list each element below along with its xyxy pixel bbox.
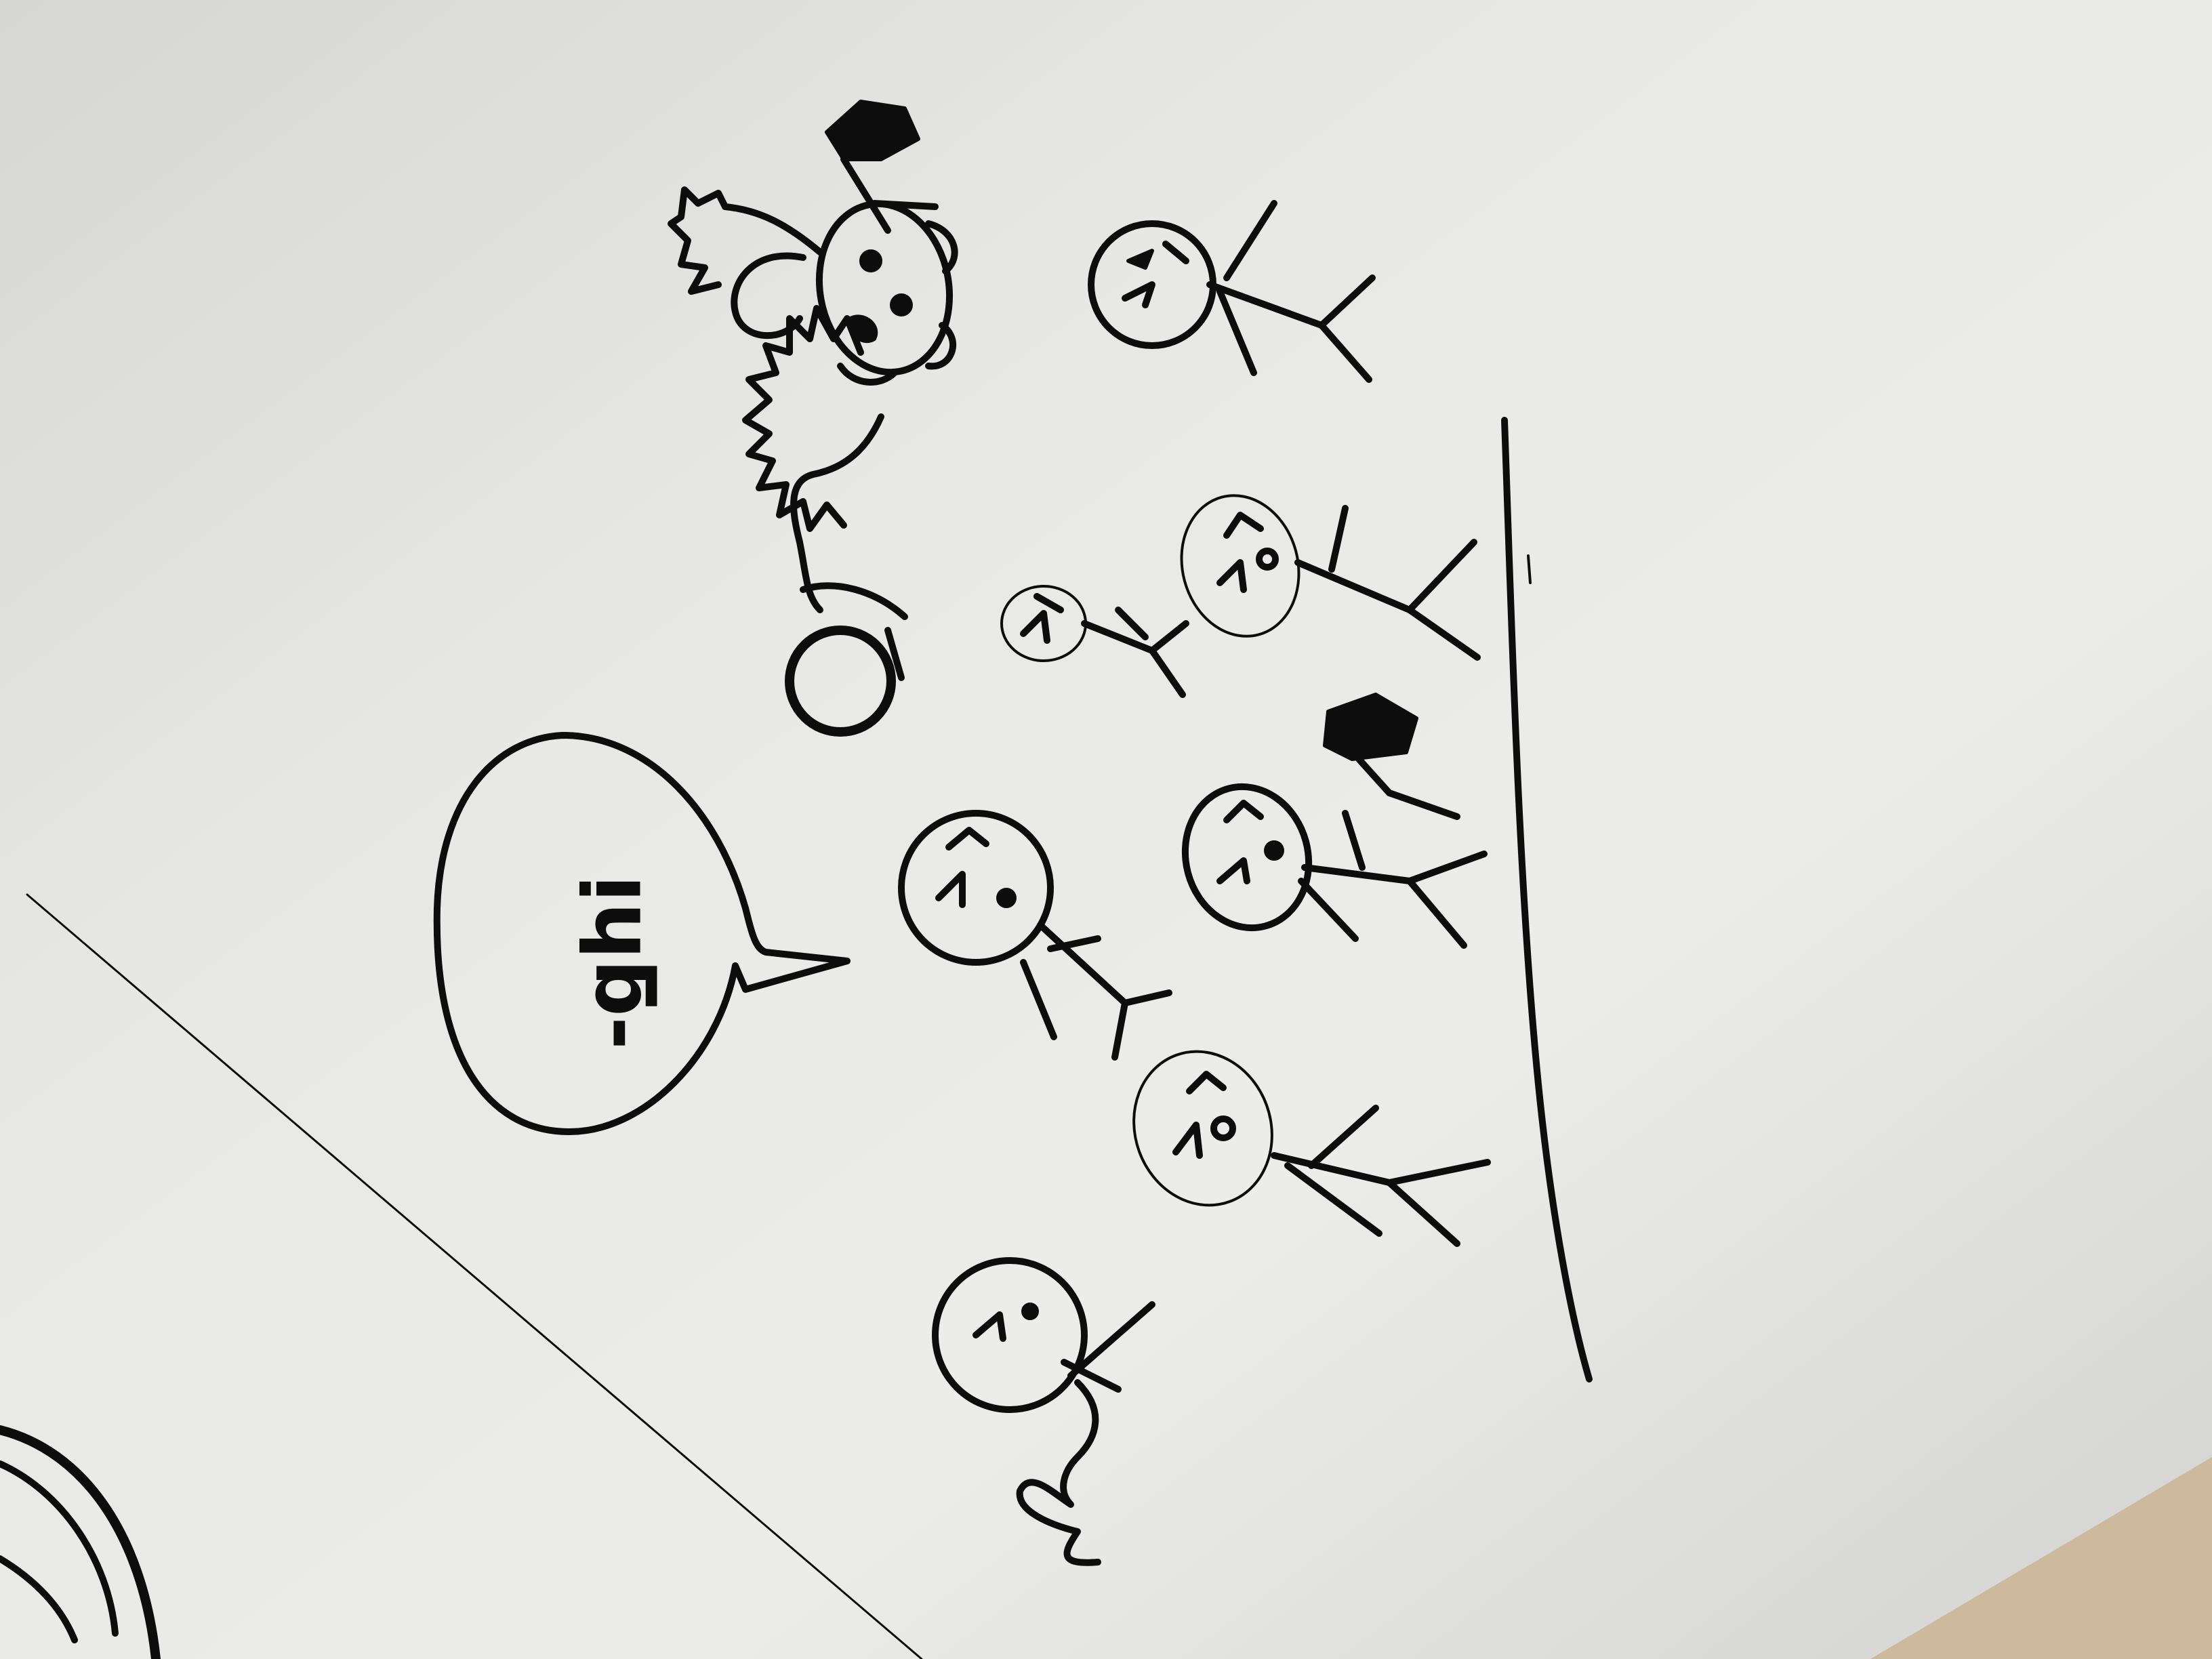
ground-line (1501, 417, 1593, 1382)
speech-bubble: ᴉɥƃ- (433, 732, 851, 1135)
stick-figure-small (1000, 585, 1189, 698)
board-crease (26, 893, 923, 1659)
stick-figure-speaker (898, 810, 1172, 1061)
stick-figure-lower-right (1132, 1050, 1491, 1247)
stick-figure-top-right (1088, 200, 1376, 383)
desk-corner (1870, 1457, 2212, 1659)
ground-line-tick (1527, 554, 1532, 584)
stick-figure-right-center (1180, 494, 1481, 661)
lion-drawing (668, 100, 958, 737)
stick-figure-bottom (932, 1257, 1155, 1566)
speech-bubble-text: ᴉɥƃ- (577, 875, 671, 1050)
stick-figure-crowned (1181, 693, 1488, 949)
partial-sketch-bottom-left (0, 1425, 161, 1659)
